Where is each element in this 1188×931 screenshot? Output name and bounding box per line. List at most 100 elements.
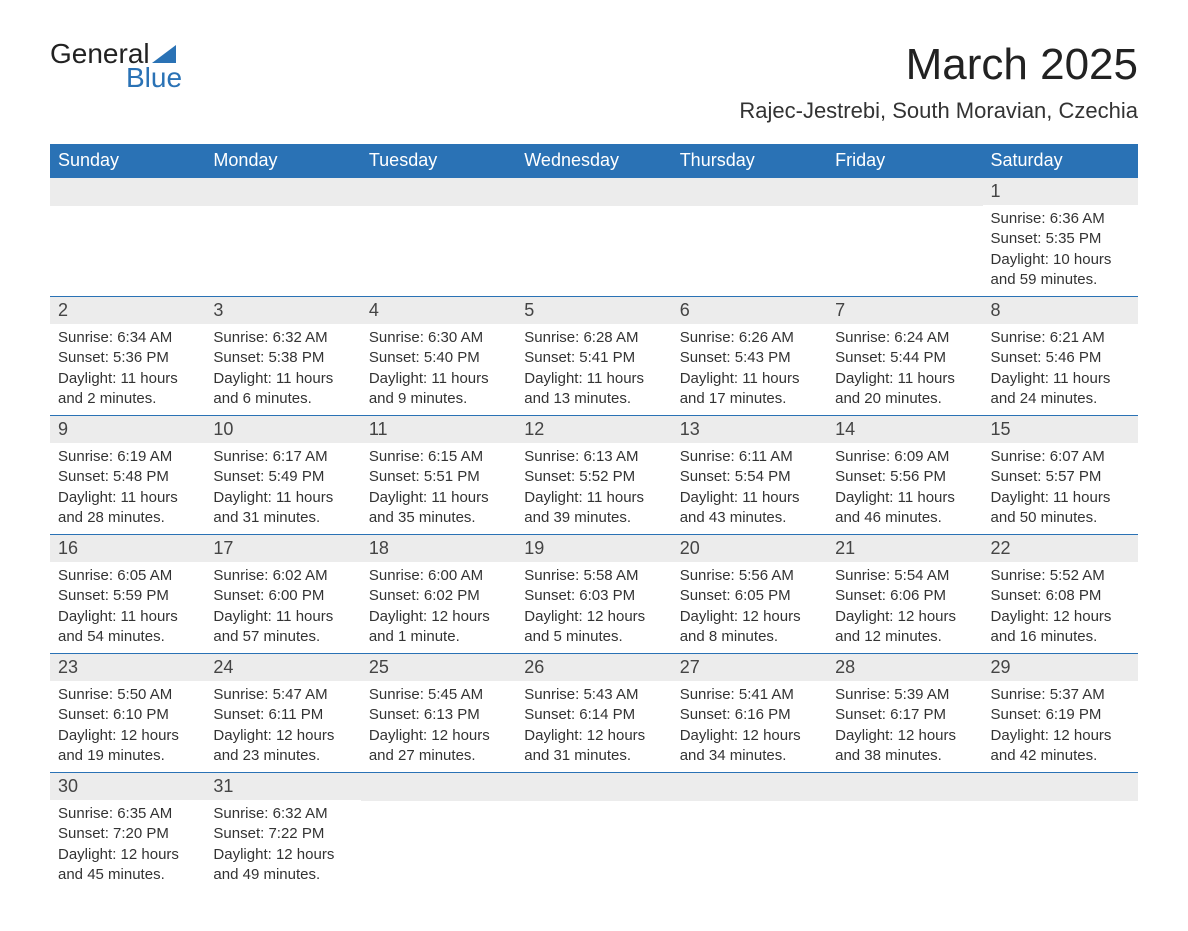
day-number: 20 (672, 535, 827, 562)
weekday-header: Wednesday (516, 144, 671, 178)
daylight-line: Daylight: 11 hours and 43 minutes. (680, 488, 819, 529)
daylight-line: Daylight: 11 hours and 54 minutes. (58, 607, 197, 648)
day-number: 1 (983, 178, 1138, 205)
calendar-day-cell: 5Sunrise: 6:28 AMSunset: 5:41 PMDaylight… (516, 297, 671, 416)
day-number: 24 (205, 654, 360, 681)
sunset-line: Sunset: 6:16 PM (680, 705, 819, 725)
sunset-line: Sunset: 5:49 PM (213, 467, 352, 487)
sunrise-line: Sunrise: 6:17 AM (213, 447, 352, 467)
calendar-day-cell: 16Sunrise: 6:05 AMSunset: 5:59 PMDayligh… (50, 535, 205, 654)
calendar-day-cell: 9Sunrise: 6:19 AMSunset: 5:48 PMDaylight… (50, 416, 205, 535)
sunset-line: Sunset: 5:40 PM (369, 348, 508, 368)
empty-day-gray (827, 773, 982, 801)
daylight-line: Daylight: 12 hours and 1 minute. (369, 607, 508, 648)
day-info: Sunrise: 6:32 AMSunset: 5:38 PMDaylight:… (205, 324, 360, 415)
calendar-day-cell: 17Sunrise: 6:02 AMSunset: 6:00 PMDayligh… (205, 535, 360, 654)
sunrise-line: Sunrise: 5:56 AM (680, 566, 819, 586)
location-text: Rajec-Jestrebi, South Moravian, Czechia (739, 98, 1138, 124)
calendar-day-cell: 8Sunrise: 6:21 AMSunset: 5:46 PMDaylight… (983, 297, 1138, 416)
sunset-line: Sunset: 6:17 PM (835, 705, 974, 725)
day-number: 25 (361, 654, 516, 681)
daylight-line: Daylight: 12 hours and 31 minutes. (524, 726, 663, 767)
calendar-day-cell (361, 178, 516, 297)
calendar-day-cell (516, 773, 671, 892)
daylight-line: Daylight: 11 hours and 28 minutes. (58, 488, 197, 529)
day-number: 9 (50, 416, 205, 443)
day-info: Sunrise: 5:56 AMSunset: 6:05 PMDaylight:… (672, 562, 827, 653)
calendar-day-cell: 11Sunrise: 6:15 AMSunset: 5:51 PMDayligh… (361, 416, 516, 535)
sunrise-line: Sunrise: 5:45 AM (369, 685, 508, 705)
sunset-line: Sunset: 5:46 PM (991, 348, 1130, 368)
day-number: 26 (516, 654, 671, 681)
calendar-day-cell: 29Sunrise: 5:37 AMSunset: 6:19 PMDayligh… (983, 654, 1138, 773)
daylight-line: Daylight: 12 hours and 49 minutes. (213, 845, 352, 886)
sunrise-line: Sunrise: 5:54 AM (835, 566, 974, 586)
sunset-line: Sunset: 5:44 PM (835, 348, 974, 368)
day-number: 23 (50, 654, 205, 681)
calendar-day-cell: 31Sunrise: 6:32 AMSunset: 7:22 PMDayligh… (205, 773, 360, 892)
daylight-line: Daylight: 11 hours and 6 minutes. (213, 369, 352, 410)
calendar-week-row: 9Sunrise: 6:19 AMSunset: 5:48 PMDaylight… (50, 416, 1138, 535)
day-info: Sunrise: 6:02 AMSunset: 6:00 PMDaylight:… (205, 562, 360, 653)
empty-day-gray (983, 773, 1138, 801)
weekday-header: Saturday (983, 144, 1138, 178)
calendar-week-row: 16Sunrise: 6:05 AMSunset: 5:59 PMDayligh… (50, 535, 1138, 654)
sunset-line: Sunset: 5:48 PM (58, 467, 197, 487)
day-info: Sunrise: 6:30 AMSunset: 5:40 PMDaylight:… (361, 324, 516, 415)
calendar-day-cell (827, 178, 982, 297)
daylight-line: Daylight: 12 hours and 42 minutes. (991, 726, 1130, 767)
sunrise-line: Sunrise: 6:26 AM (680, 328, 819, 348)
sunrise-line: Sunrise: 5:43 AM (524, 685, 663, 705)
day-info: Sunrise: 6:17 AMSunset: 5:49 PMDaylight:… (205, 443, 360, 534)
day-info: Sunrise: 5:43 AMSunset: 6:14 PMDaylight:… (516, 681, 671, 772)
daylight-line: Daylight: 12 hours and 34 minutes. (680, 726, 819, 767)
day-number: 29 (983, 654, 1138, 681)
day-info: Sunrise: 5:37 AMSunset: 6:19 PMDaylight:… (983, 681, 1138, 772)
sunset-line: Sunset: 6:00 PM (213, 586, 352, 606)
daylight-line: Daylight: 11 hours and 17 minutes. (680, 369, 819, 410)
calendar-day-cell: 6Sunrise: 6:26 AMSunset: 5:43 PMDaylight… (672, 297, 827, 416)
sunrise-line: Sunrise: 6:35 AM (58, 804, 197, 824)
empty-day-gray (672, 773, 827, 801)
daylight-line: Daylight: 11 hours and 39 minutes. (524, 488, 663, 529)
sunset-line: Sunset: 7:22 PM (213, 824, 352, 844)
day-info: Sunrise: 6:24 AMSunset: 5:44 PMDaylight:… (827, 324, 982, 415)
calendar-day-cell (672, 773, 827, 892)
calendar-day-cell: 3Sunrise: 6:32 AMSunset: 5:38 PMDaylight… (205, 297, 360, 416)
day-number: 10 (205, 416, 360, 443)
sunrise-line: Sunrise: 6:09 AM (835, 447, 974, 467)
sunrise-line: Sunrise: 6:34 AM (58, 328, 197, 348)
day-number: 14 (827, 416, 982, 443)
sunrise-line: Sunrise: 5:41 AM (680, 685, 819, 705)
empty-day-gray (50, 178, 205, 206)
title-block: March 2025 Rajec-Jestrebi, South Moravia… (739, 40, 1138, 124)
weekday-header-row: Sunday Monday Tuesday Wednesday Thursday… (50, 144, 1138, 178)
day-info: Sunrise: 6:36 AMSunset: 5:35 PMDaylight:… (983, 205, 1138, 296)
calendar-day-cell (827, 773, 982, 892)
sunset-line: Sunset: 5:41 PM (524, 348, 663, 368)
calendar-day-cell (672, 178, 827, 297)
daylight-line: Daylight: 12 hours and 27 minutes. (369, 726, 508, 767)
day-number: 2 (50, 297, 205, 324)
sunset-line: Sunset: 5:56 PM (835, 467, 974, 487)
header: General Blue March 2025 Rajec-Jestrebi, … (50, 40, 1138, 124)
sunset-line: Sunset: 6:08 PM (991, 586, 1130, 606)
day-info: Sunrise: 6:34 AMSunset: 5:36 PMDaylight:… (50, 324, 205, 415)
sunset-line: Sunset: 6:05 PM (680, 586, 819, 606)
day-info: Sunrise: 6:13 AMSunset: 5:52 PMDaylight:… (516, 443, 671, 534)
sunset-line: Sunset: 6:10 PM (58, 705, 197, 725)
calendar-day-cell: 24Sunrise: 5:47 AMSunset: 6:11 PMDayligh… (205, 654, 360, 773)
sunset-line: Sunset: 7:20 PM (58, 824, 197, 844)
sunset-line: Sunset: 5:43 PM (680, 348, 819, 368)
sunrise-line: Sunrise: 6:05 AM (58, 566, 197, 586)
day-number: 3 (205, 297, 360, 324)
sunset-line: Sunset: 5:52 PM (524, 467, 663, 487)
calendar-body: 1Sunrise: 6:36 AMSunset: 5:35 PMDaylight… (50, 178, 1138, 892)
empty-day-gray (672, 178, 827, 206)
calendar-day-cell (205, 178, 360, 297)
sunrise-line: Sunrise: 6:24 AM (835, 328, 974, 348)
day-info: Sunrise: 6:26 AMSunset: 5:43 PMDaylight:… (672, 324, 827, 415)
calendar-day-cell: 28Sunrise: 5:39 AMSunset: 6:17 PMDayligh… (827, 654, 982, 773)
day-number: 6 (672, 297, 827, 324)
day-number: 30 (50, 773, 205, 800)
